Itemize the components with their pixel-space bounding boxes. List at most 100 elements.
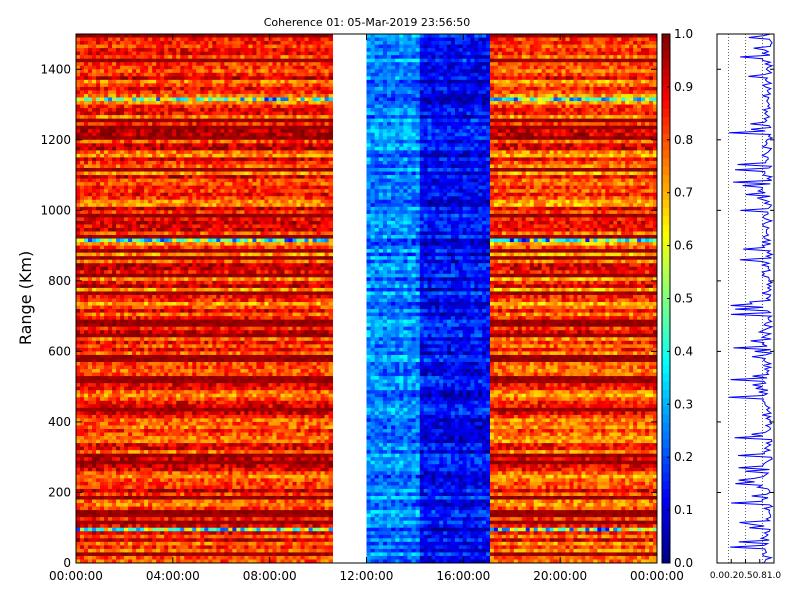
heatmap-cell	[280, 231, 285, 236]
heatmap-cell	[80, 79, 85, 84]
heatmap-cell	[284, 146, 289, 151]
heatmap-cell	[212, 108, 217, 112]
heatmap-cell	[112, 277, 117, 282]
heatmap-cell	[220, 72, 225, 77]
heatmap-cell	[216, 259, 221, 264]
heatmap-cell	[112, 34, 117, 38]
heatmap-cell	[76, 302, 81, 306]
heatmap-cell	[164, 37, 169, 42]
heatmap-cell	[196, 270, 201, 275]
heatmap-cell	[256, 101, 261, 105]
heatmap-cell	[180, 245, 185, 250]
heatmap-cell	[124, 203, 129, 208]
heatmap-cell	[264, 235, 269, 239]
heatmap-cell	[164, 97, 169, 102]
heatmap-cell	[184, 108, 189, 112]
heatmap-cell	[292, 93, 297, 98]
heatmap-cell	[116, 55, 121, 60]
heatmap-cell	[240, 90, 245, 95]
heatmap-cell	[224, 41, 229, 45]
heatmap-cell	[208, 58, 213, 63]
heatmap-cell	[248, 153, 253, 158]
heatmap-cell	[288, 136, 293, 141]
heatmap-cell	[100, 252, 105, 257]
heatmap-cell	[160, 125, 165, 130]
heatmap-cell	[220, 178, 225, 183]
heatmap-cell	[176, 104, 181, 109]
heatmap-cell	[128, 34, 133, 38]
heatmap-cell	[136, 217, 141, 222]
heatmap-cell	[244, 305, 249, 310]
heatmap-cell	[264, 34, 269, 38]
heatmap-cell	[260, 86, 265, 91]
heatmap-cell	[244, 171, 249, 176]
heatmap-cell	[304, 164, 309, 169]
heatmap-cell	[212, 270, 217, 275]
heatmap-cell	[156, 305, 161, 310]
heatmap-cell	[200, 256, 205, 261]
heatmap-cell	[276, 93, 281, 98]
heatmap-cell	[192, 284, 197, 289]
heatmap-cell	[124, 157, 129, 162]
heatmap-cell	[180, 37, 185, 42]
heatmap-cell	[268, 273, 273, 278]
heatmap-cell	[252, 235, 257, 239]
heatmap-cell	[148, 125, 153, 130]
heatmap-cell	[124, 76, 129, 81]
heatmap-cell	[152, 280, 157, 285]
heatmap-cell	[124, 111, 129, 116]
heatmap-cell	[76, 48, 81, 53]
heatmap-cell	[128, 44, 133, 49]
heatmap-cell	[268, 305, 273, 310]
heatmap-cell	[84, 65, 89, 70]
heatmap-cell	[192, 252, 197, 257]
heatmap-cell	[232, 273, 237, 278]
heatmap-cell	[104, 168, 109, 172]
heatmap-cell	[168, 65, 173, 70]
heatmap-cell	[236, 55, 241, 60]
heatmap-cell	[144, 263, 149, 268]
heatmap-cell	[112, 196, 117, 201]
heatmap-cell	[188, 298, 193, 303]
heatmap-cell	[140, 242, 145, 246]
heatmap-cell	[236, 153, 241, 158]
heatmap-cell	[140, 196, 145, 201]
heatmap-cell	[140, 90, 145, 95]
heatmap-cell	[156, 37, 161, 42]
heatmap-cell	[88, 309, 93, 314]
heatmap-cell	[92, 309, 97, 314]
heatmap-cell	[280, 266, 285, 271]
heatmap-cell	[120, 55, 125, 60]
heatmap-cell	[200, 291, 205, 296]
heatmap-cell	[100, 217, 105, 222]
heatmap-cell	[296, 129, 301, 134]
heatmap-cell	[152, 150, 157, 155]
heatmap-cell	[316, 185, 321, 190]
heatmap-cell	[128, 238, 133, 243]
heatmap-cell	[232, 203, 237, 208]
heatmap-cell	[288, 55, 293, 60]
heatmap-cell	[100, 235, 105, 239]
heatmap-cell	[204, 168, 209, 172]
heatmap-cell	[84, 210, 89, 215]
heatmap-cell	[256, 224, 261, 229]
heatmap-cell	[280, 242, 285, 246]
heatmap-cell	[136, 178, 141, 183]
heatmap-cell	[272, 192, 277, 197]
heatmap-cell	[148, 108, 153, 112]
heatmap-cell	[276, 72, 281, 77]
heatmap-cell	[288, 111, 293, 116]
heatmap-cell	[264, 249, 269, 254]
heatmap-cell	[96, 101, 101, 105]
heatmap-cell	[96, 108, 101, 112]
heatmap-cell	[124, 277, 129, 282]
heatmap-cell	[200, 51, 205, 56]
heatmap-cell	[308, 79, 313, 84]
heatmap-cell	[80, 129, 85, 134]
heatmap-cell	[120, 104, 125, 109]
heatmap-cell	[76, 93, 81, 98]
heatmap-cell	[196, 118, 201, 123]
heatmap-cell	[104, 182, 109, 187]
heatmap-cell	[292, 122, 297, 127]
heatmap-cell	[284, 90, 289, 95]
